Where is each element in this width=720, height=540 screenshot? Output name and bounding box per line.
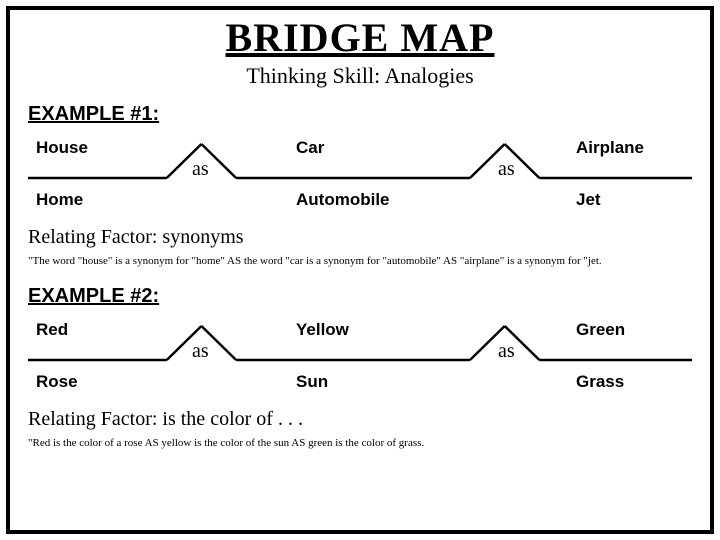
bridge-map-1: House Car Airplane Home Automobile Jet a… xyxy=(28,132,692,224)
ex2-top-2: Yellow xyxy=(296,320,349,340)
ex2-as-2: as xyxy=(498,340,515,363)
ex2-bot-2: Sun xyxy=(296,372,328,392)
ex2-top-1: Red xyxy=(36,320,68,340)
ex2-bot-1: Rose xyxy=(36,372,78,392)
main-title: BRIDGE MAP xyxy=(10,14,710,61)
ex1-as-1: as xyxy=(192,158,209,181)
ex1-top-1: House xyxy=(36,138,88,158)
ex1-top-2: Car xyxy=(296,138,324,158)
ex2-bot-3: Grass xyxy=(576,372,624,392)
ex1-as-2: as xyxy=(498,158,515,181)
example2-header: EXAMPLE #2: xyxy=(28,285,710,308)
ex1-bot-3: Jet xyxy=(576,190,601,210)
ex1-bot-1: Home xyxy=(36,190,83,210)
subtitle: Thinking Skill: Analogies xyxy=(10,63,710,89)
ex2-relating-factor: Relating Factor: is the color of . . . xyxy=(28,408,710,431)
ex2-top-3: Green xyxy=(576,320,625,340)
ex2-explanation: "Red is the color of a rose AS yellow is… xyxy=(28,437,692,449)
ex1-bot-2: Automobile xyxy=(296,190,390,210)
ex2-as-1: as xyxy=(192,340,209,363)
ex1-relating-factor: Relating Factor: synonyms xyxy=(28,226,710,249)
example1-header: EXAMPLE #1: xyxy=(28,103,710,126)
bridge-map-2: Red Yellow Green Rose Sun Grass as as xyxy=(28,314,692,406)
ex1-explanation: "The word "house" is a synonym for "home… xyxy=(28,255,692,267)
page-frame: BRIDGE MAP Thinking Skill: Analogies EXA… xyxy=(6,6,714,534)
ex1-top-3: Airplane xyxy=(576,138,644,158)
